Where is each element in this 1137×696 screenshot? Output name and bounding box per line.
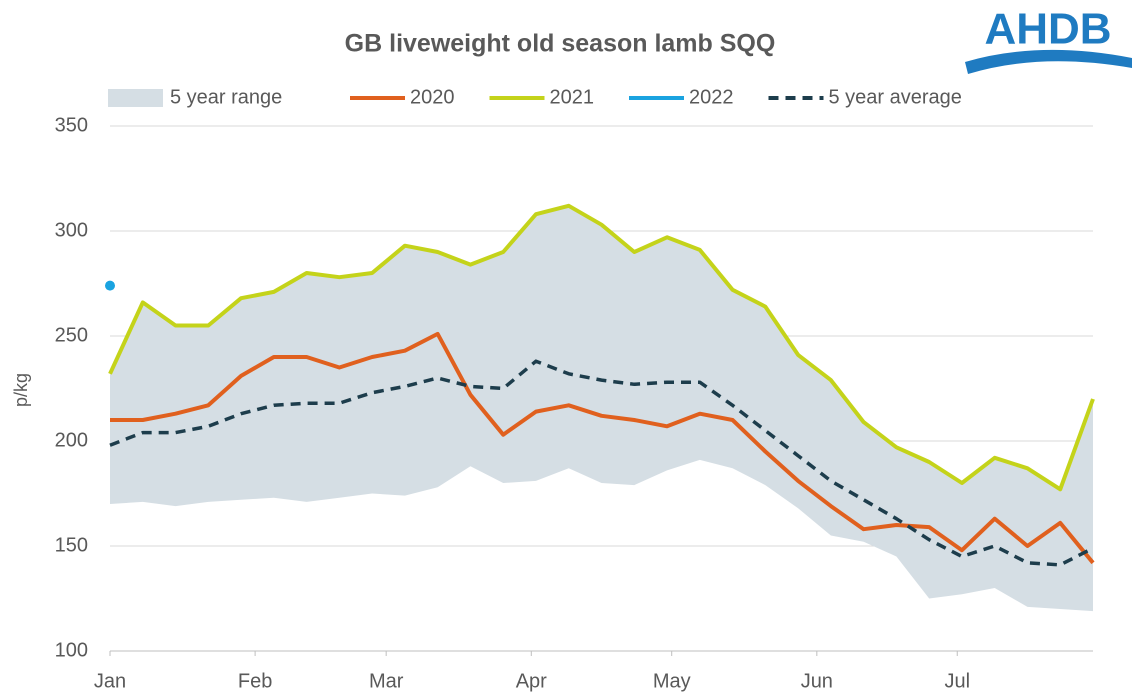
y-tick-label: 350 (55, 114, 88, 136)
legend-swatch (108, 89, 163, 107)
x-tick-label: Jan (94, 670, 126, 692)
legend-label: 2020 (410, 86, 455, 108)
y-tick-label: 150 (55, 534, 88, 556)
plot (105, 203, 1095, 612)
x-tick-label: Apr (516, 670, 547, 692)
chart-title: GB liveweight old season lamb SQQ (345, 30, 776, 58)
x-tick-label: Feb (238, 670, 272, 692)
logo: AHDB (965, 5, 1132, 74)
y-axis-label: p/kg (11, 373, 31, 407)
legend-label: 5 year average (829, 86, 962, 108)
range-area (110, 205, 1093, 612)
point (105, 280, 115, 291)
series-line (110, 331, 1095, 565)
x-tick-label: Mar (369, 670, 404, 692)
y-tick-label: 200 (55, 429, 88, 451)
y-tick-label: 100 (55, 639, 88, 661)
x-tick-label: May (653, 670, 691, 692)
series-line (109, 359, 1094, 567)
logo-text: AHDB (984, 5, 1111, 54)
logo-swoosh (965, 49, 1132, 74)
y-tick-label: 300 (55, 219, 88, 241)
x-tick-label: Jul (944, 670, 970, 692)
y-tick-label: 250 (55, 324, 88, 346)
legend: 5 year range 2020 2021 2022 5 year average (108, 86, 962, 108)
x-tick-label: Jun (801, 670, 833, 692)
series-line (108, 203, 1095, 492)
legend-label: 2021 (550, 86, 595, 108)
legend-label: 5 year range (170, 86, 282, 108)
legend-label: 2022 (689, 86, 734, 108)
